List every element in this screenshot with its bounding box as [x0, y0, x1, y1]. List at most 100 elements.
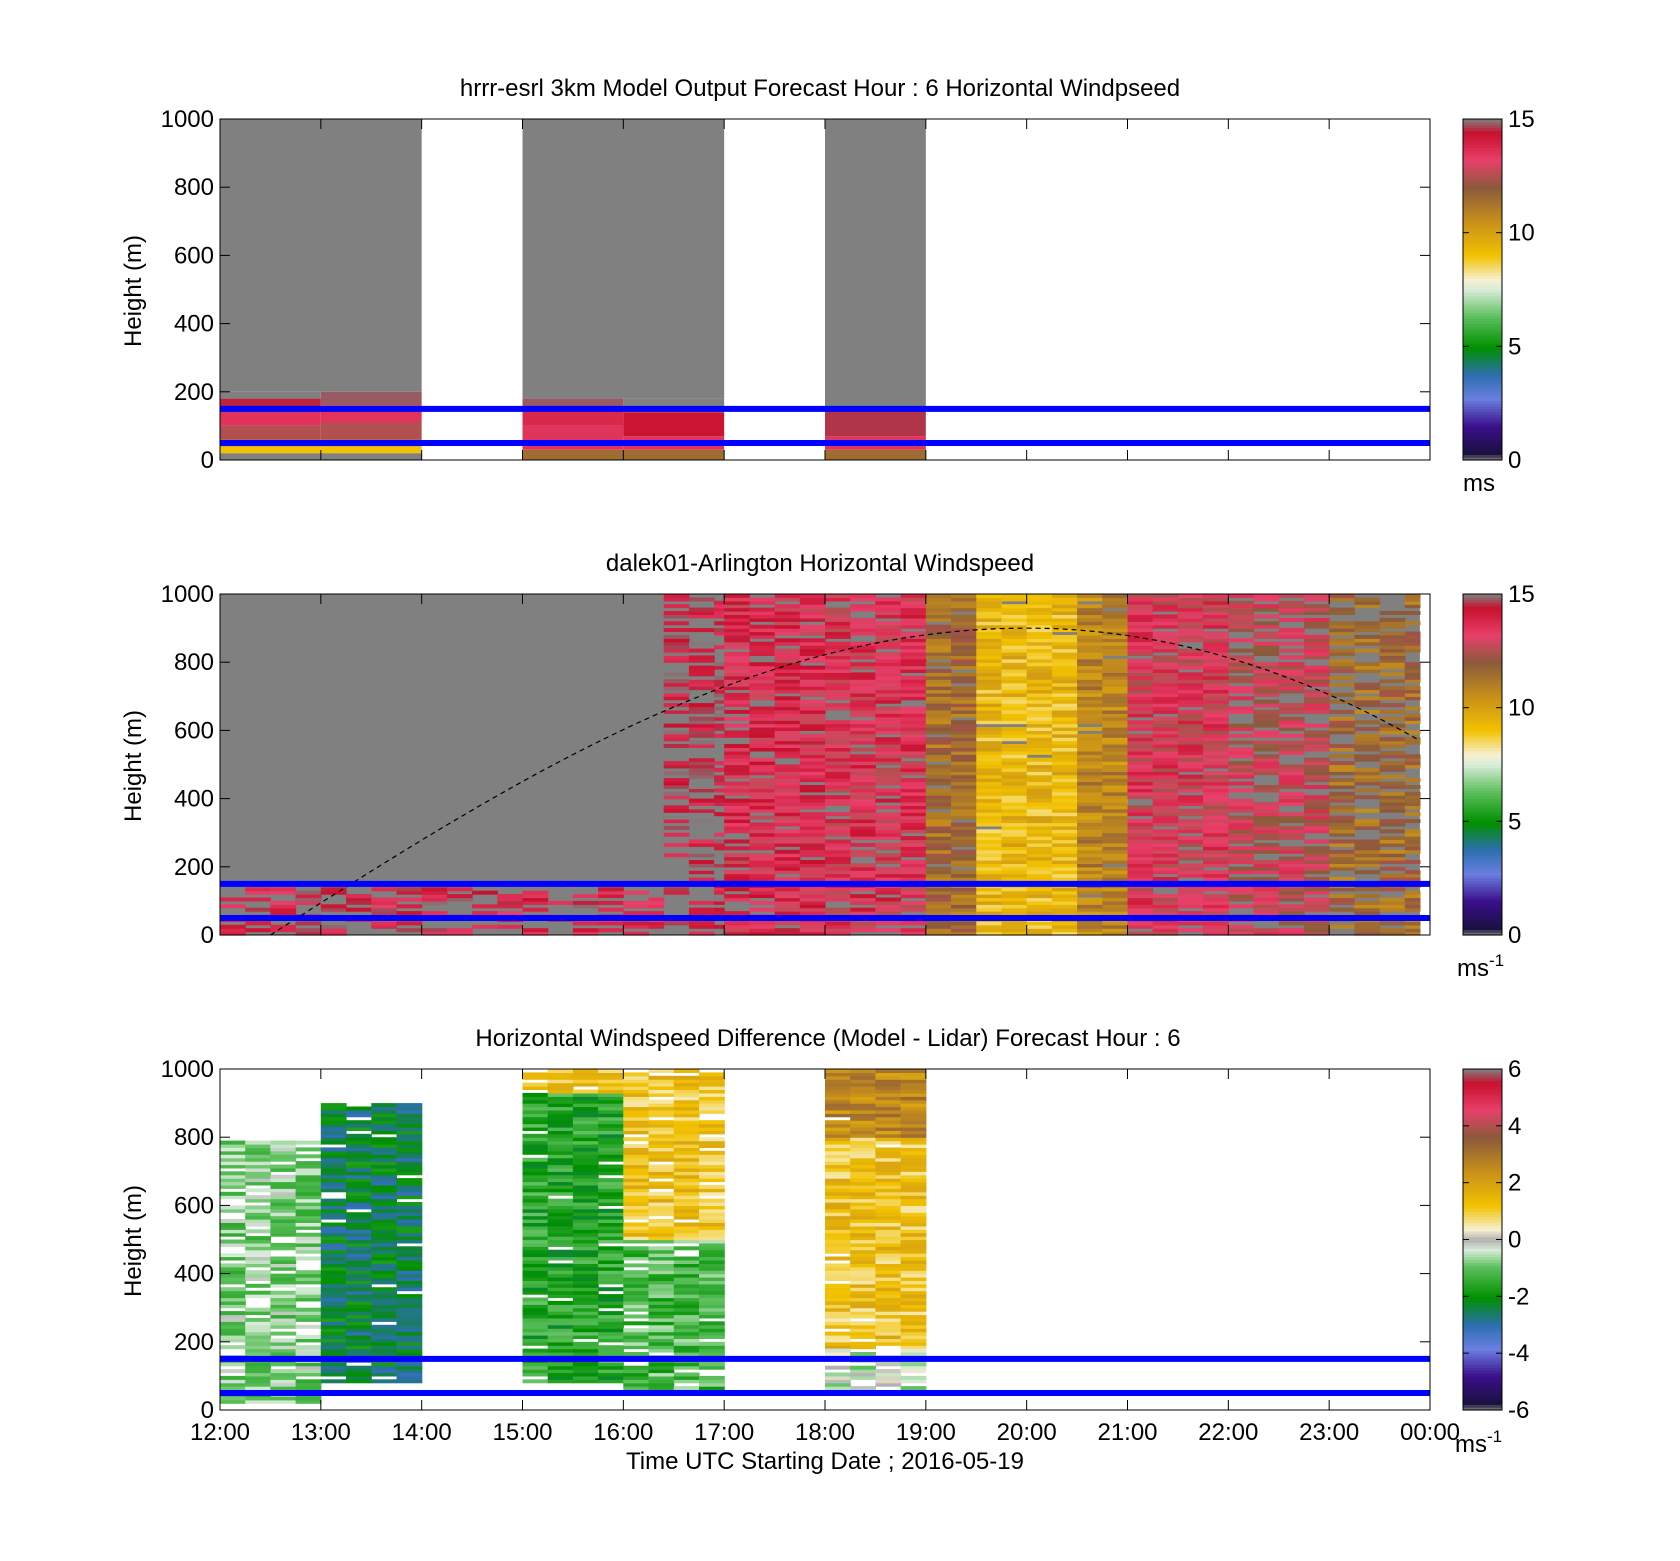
data-cell — [724, 781, 750, 786]
data-cell — [346, 1171, 372, 1176]
data-cell — [951, 604, 977, 609]
data-cell — [1127, 638, 1154, 643]
data-cell — [925, 679, 952, 684]
data-cell — [648, 1256, 675, 1261]
data-cell — [547, 1103, 574, 1108]
data-cell — [925, 836, 952, 841]
data-cell — [724, 662, 750, 667]
data-cell — [774, 819, 801, 824]
data-cell — [245, 1188, 271, 1193]
data-cell — [1329, 662, 1355, 667]
data-cell — [572, 1328, 599, 1333]
data-cell — [1304, 897, 1330, 902]
data-cell — [799, 699, 826, 704]
colorbar-segment — [1463, 172, 1502, 177]
data-cell — [547, 1144, 574, 1148]
data-cell — [547, 1191, 574, 1196]
data-cell — [1077, 911, 1103, 916]
data-cell — [1228, 928, 1255, 933]
data-cell — [295, 931, 322, 936]
data-cell — [295, 1208, 322, 1213]
data-cell — [875, 1307, 902, 1312]
data-cell — [1177, 631, 1204, 636]
colorbar-segment — [1463, 1165, 1502, 1170]
data-cell — [799, 846, 826, 851]
data-cell — [714, 907, 725, 912]
data-cell — [396, 1270, 423, 1275]
data-cell — [572, 1335, 599, 1339]
data-cell — [1001, 819, 1028, 824]
data-cell — [825, 1106, 851, 1111]
data-cell — [925, 689, 952, 694]
data-cell — [623, 1089, 650, 1094]
data-cell — [976, 907, 1003, 912]
data-cell — [572, 1109, 599, 1114]
data-cell — [688, 873, 715, 878]
data-cell — [714, 812, 725, 817]
data-cell — [522, 1331, 549, 1336]
data-cell — [371, 1324, 398, 1329]
data-cell — [976, 733, 1003, 738]
data-cell — [976, 815, 1003, 820]
data-cell — [688, 614, 715, 619]
data-cell — [623, 1157, 650, 1162]
data-cell — [850, 1263, 876, 1268]
data-cell — [875, 1222, 902, 1227]
data-cell — [925, 699, 952, 704]
data-cell — [346, 1242, 372, 1247]
data-cell — [320, 1297, 347, 1302]
data-cell — [663, 689, 690, 694]
data-cell — [699, 1164, 725, 1169]
colorbar-segment — [1463, 326, 1502, 330]
data-cell — [774, 689, 801, 694]
data-cell — [346, 1338, 372, 1343]
data-cell — [825, 839, 851, 844]
data-cell — [572, 1232, 599, 1237]
data-cell — [1127, 870, 1154, 875]
data-cell — [799, 761, 826, 766]
data-cell — [1228, 750, 1255, 755]
data-cell — [1203, 703, 1229, 708]
data-cell — [396, 1239, 423, 1244]
data-cell — [1127, 607, 1154, 612]
data-cell — [1329, 594, 1355, 598]
data-cell — [1077, 614, 1103, 619]
data-cell — [1304, 611, 1330, 615]
data-cell — [1177, 795, 1204, 800]
data-cell — [572, 1331, 599, 1336]
data-cell — [1152, 791, 1179, 796]
data-cell — [522, 1297, 549, 1302]
data-cell — [346, 1246, 372, 1251]
data-cell — [220, 1300, 246, 1305]
data-cell — [699, 1174, 725, 1179]
data-cell — [572, 1225, 599, 1230]
colorbar-segment — [1463, 1253, 1502, 1258]
data-cell — [1051, 665, 1078, 670]
data-cell — [900, 689, 927, 694]
data-cell — [925, 805, 952, 810]
data-cell — [1102, 733, 1129, 738]
colorbar-segment — [1463, 386, 1502, 390]
data-cell — [320, 1324, 347, 1329]
data-cell — [623, 1246, 650, 1251]
data-cell — [522, 1212, 549, 1217]
data-cell — [648, 1184, 675, 1189]
data-cell — [688, 686, 715, 691]
data-cell — [875, 1127, 902, 1131]
data-cell — [749, 733, 776, 738]
data-cell — [295, 1324, 322, 1329]
data-cell — [522, 1369, 549, 1374]
data-cell — [1203, 727, 1229, 731]
data-cell — [976, 641, 1003, 646]
data-cell — [1152, 624, 1179, 629]
data-cell — [875, 709, 902, 714]
data-cell — [270, 900, 297, 905]
data-cell — [1304, 778, 1330, 783]
data-cell — [825, 890, 851, 895]
data-cell — [850, 1109, 876, 1114]
data-cell — [472, 911, 498, 916]
data-cell — [1127, 662, 1154, 667]
data-cell — [1177, 781, 1204, 786]
data-cell — [1102, 624, 1129, 629]
colorbar-segment — [1463, 451, 1502, 455]
